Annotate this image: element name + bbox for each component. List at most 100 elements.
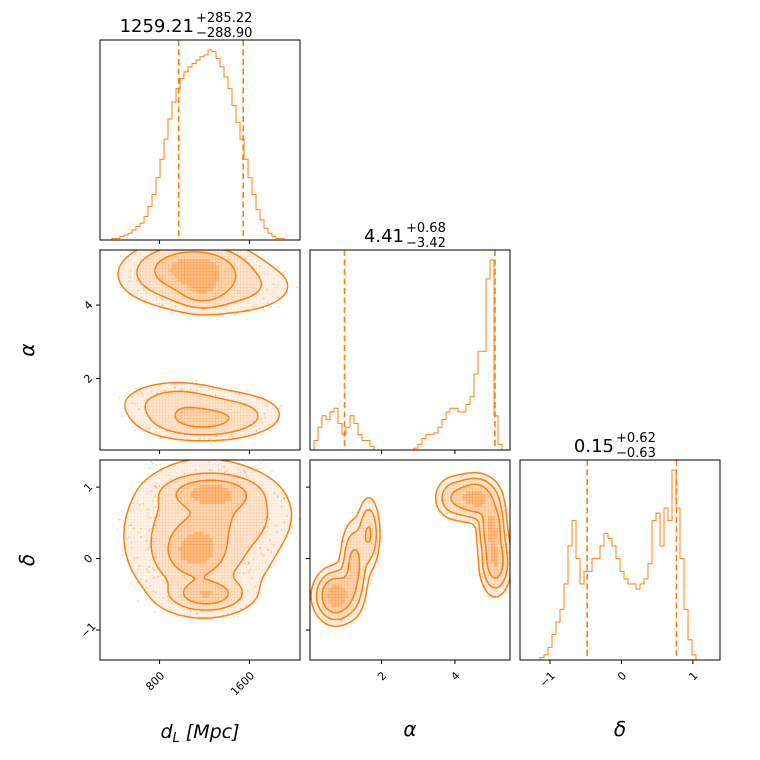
density-cell [181, 409, 185, 413]
density-cell [165, 553, 169, 558]
density-cell [146, 274, 151, 279]
density-cell [503, 522, 508, 526]
density-cell [444, 503, 448, 508]
density-cell [256, 562, 260, 567]
density-cell [284, 506, 288, 511]
density-cell [221, 484, 226, 489]
density-cell [140, 293, 144, 298]
density-cell [156, 409, 160, 413]
density-cell [181, 271, 185, 276]
scatter-point [173, 386, 176, 389]
density-cell [221, 534, 226, 539]
density-cell [215, 390, 219, 394]
density-cell [199, 587, 204, 592]
density-cell [265, 402, 269, 407]
density-cell [156, 415, 160, 419]
density-cell [190, 393, 194, 398]
density-cell [199, 281, 204, 285]
density-cell [259, 566, 263, 570]
density-cell [484, 537, 489, 542]
density-cell [171, 384, 176, 388]
scatter-point [152, 500, 155, 502]
density-cell [350, 581, 354, 586]
density-cell [372, 519, 376, 523]
density-cell [271, 506, 276, 511]
density-cell [202, 487, 207, 492]
density-cell [212, 290, 216, 294]
density-cell [215, 575, 219, 579]
density-cell [168, 399, 173, 404]
density-cell [256, 427, 260, 432]
density-cell [503, 562, 508, 567]
density-cell [171, 528, 176, 533]
density-cell [168, 412, 173, 416]
density-cell [212, 500, 216, 504]
density-cell [171, 522, 176, 526]
density-cell [193, 594, 198, 598]
density-cell [193, 509, 198, 514]
density-cell [249, 547, 254, 551]
density-cell [199, 293, 204, 298]
scatter-point [170, 300, 172, 303]
density-cell [134, 503, 138, 508]
density-cell [218, 609, 223, 614]
density-cell [281, 503, 285, 508]
density-cell [156, 271, 160, 276]
density-cell [491, 562, 495, 567]
density-cell [212, 277, 216, 282]
density-cell [174, 262, 179, 266]
density-cell [246, 547, 251, 551]
density-cell [218, 566, 223, 570]
density-cell [168, 418, 173, 423]
density-cell [481, 537, 486, 542]
density-cell [190, 387, 194, 391]
density-cell [174, 478, 179, 483]
density-cell [174, 509, 179, 514]
density-cell [252, 421, 257, 426]
density-cell [209, 606, 213, 611]
density-cell [162, 506, 166, 511]
density-cell [215, 265, 219, 269]
density-cell [375, 525, 379, 529]
density-cell [174, 537, 179, 542]
density-cell [162, 399, 166, 404]
density-cell [187, 575, 191, 579]
density-cell [171, 572, 176, 576]
density-cell [319, 575, 323, 579]
density-cell [143, 516, 148, 520]
density-cell [334, 606, 339, 611]
density-cell [240, 434, 244, 438]
density-cell [227, 500, 232, 504]
density-cell [184, 491, 188, 495]
density-cell [215, 556, 219, 561]
density-cell [372, 531, 376, 536]
density-cell [177, 550, 182, 554]
density-cell [196, 566, 201, 570]
density-cell [249, 299, 254, 304]
density-cell [193, 553, 198, 558]
density-cell [193, 522, 198, 526]
density-cell [369, 553, 373, 558]
density-cell [124, 399, 129, 404]
scatter-point [153, 569, 155, 572]
density-cell [469, 506, 473, 511]
density-cell [159, 402, 163, 407]
density-cell [243, 466, 248, 470]
density-cell [206, 503, 210, 508]
density-cell [187, 271, 191, 276]
density-cell [137, 415, 141, 419]
density-cell [341, 547, 345, 551]
density-cell [240, 418, 244, 423]
density-cell [218, 553, 223, 558]
density-cell [143, 537, 148, 542]
density-cell [165, 281, 169, 285]
density-cell [134, 566, 138, 570]
density-cell [159, 522, 163, 526]
density-cell [274, 491, 279, 495]
density-cell [199, 553, 204, 558]
density-cell [134, 399, 138, 404]
density-cell [447, 503, 451, 508]
density-cell [156, 544, 160, 548]
density-cell [246, 259, 251, 263]
density-cell [209, 418, 213, 423]
